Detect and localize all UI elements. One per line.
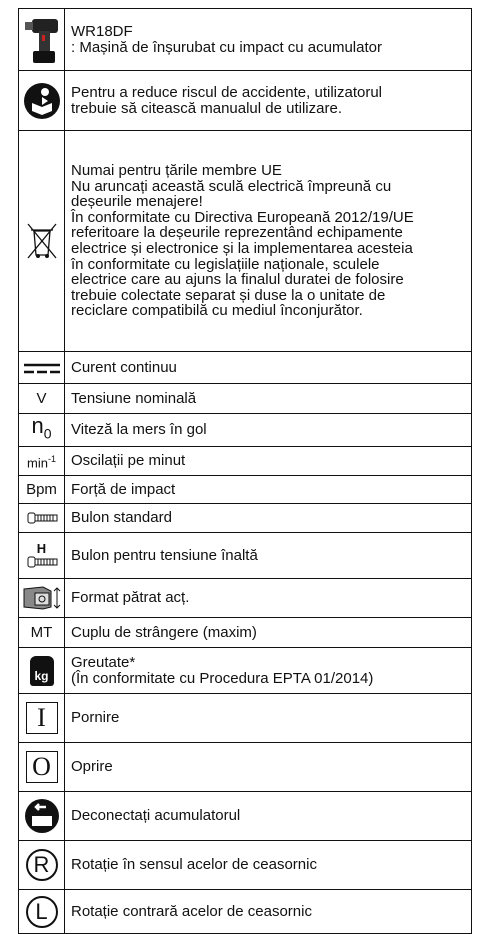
row-text: Bulon pentru tensiune înaltă [64,532,472,579]
text-line: Pornire [71,709,120,727]
row-text: Forță de impact [64,475,472,504]
text-line: Tensiune nominală [71,389,197,407]
symbol-main: L [25,895,58,928]
text-line: Rotație în sensul acelor de ceasornic [71,856,317,874]
dc-icon [18,351,65,384]
row-text: Rotație în sensul acelor de ceasornic [64,840,472,890]
text-line: referitoare la deșeurile reprezentând ec… [71,224,403,242]
text-line: electrice care au ajuns la finalul durat… [71,271,404,289]
weight-icon: kg [18,647,65,694]
text-line: deșeurile menajere! [71,193,203,211]
symbol: MT [18,617,65,648]
text-line: în conformitate cu legislațiile național… [71,255,380,273]
symbol-main: n [31,413,44,438]
text-line: (În conformitate cu Procedura EPTA 01/20… [71,669,374,687]
text-line: electrice și electronice și la implement… [71,240,413,257]
weee-icon [18,130,65,352]
symbol: R [18,840,65,890]
text-line: Deconectați acumulatorul [71,807,241,825]
drill-icon [18,8,65,71]
text-line: Oprire [71,758,113,776]
row-text: WR18DF: Mașină de înșurubat cu impact cu… [64,8,472,71]
symbol: L [18,889,65,934]
symbol: H [18,532,65,579]
text-line: : Mașină de înșurubat cu impact cu acumu… [71,38,382,56]
bolt-icon [18,503,65,533]
symbol-main: H [36,541,47,556]
symbol-main: O [25,751,58,783]
row-text: Tensiune nominală [64,383,472,414]
text-line: Nu aruncați această sculă electrică împr… [71,177,392,195]
row-text: Rotație contrară acelor de ceasornic [64,889,472,934]
text-line: Forță de impact [71,480,176,498]
row-text: Pornire [64,693,472,743]
symbol: min-1 [18,446,65,476]
text-line: Cuplu de strângere (maxim) [71,623,257,641]
text-line: Bulon standard [71,509,172,527]
text-line: trebuie să citească manualul de utilizar… [71,99,342,117]
row-text: Cuplu de strângere (maxim) [64,617,472,648]
symbol: I [18,693,65,743]
symbol: Bpm [18,475,65,504]
text-line: În conformitate cu Directiva Europeană 2… [71,208,414,226]
text-line: WR18DF [71,22,133,40]
disconnect-icon [18,791,65,841]
text-line: Bulon pentru tensiune înaltă [71,546,258,564]
symbol-main: min [27,454,48,470]
symbol-sub: 0 [43,425,52,442]
text-line: Rotație contrară acelor de ceasornic [71,902,312,920]
symbol-main: I [25,702,58,734]
row-text: Pentru a reduce riscul de accidente, uti… [64,70,472,131]
row-text: Curent continuu [64,351,472,384]
symbol-table: WR18DF: Mașină de înșurubat cu impact cu… [18,8,472,934]
symbol: O [18,742,65,792]
symbol: V [18,383,65,414]
row-text: Oprire [64,742,472,792]
text-line: Oscilații pe minut [71,452,186,470]
symbol-main: R [25,849,58,881]
text-line: Curent continuu [71,358,177,376]
text-line: Viteză la mers în gol [71,421,207,439]
square-drive-icon [18,578,65,618]
text-line: reciclare compatibilă cu mediul înconjur… [71,302,363,320]
text-line: trebuie colectate separat și duse la o u… [71,286,386,304]
symbol-main: kg [29,655,54,686]
text-line: Greutate* [71,653,136,671]
text-line: Pentru a reduce riscul de accidente, uti… [71,83,383,101]
manual-icon [18,70,65,131]
row-text: Oscilații pe minut [64,446,472,476]
text-line: Format pătrat acț. [71,589,190,607]
row-text: Format pătrat acț. [64,578,472,618]
row-text: Greutate* (În conformitate cu Procedura E… [64,647,472,694]
symbol-sup: -1 [47,453,56,464]
symbol: n0 [18,413,65,447]
row-text: Bulon standard [64,503,472,533]
row-text: Viteză la mers în gol [64,413,472,447]
row-text: Deconectați acumulatorul [64,791,472,841]
row-text: Numai pentru țările membre UE Nu aruncați… [64,130,472,352]
text-line: Numai pentru țările membre UE [71,162,282,180]
